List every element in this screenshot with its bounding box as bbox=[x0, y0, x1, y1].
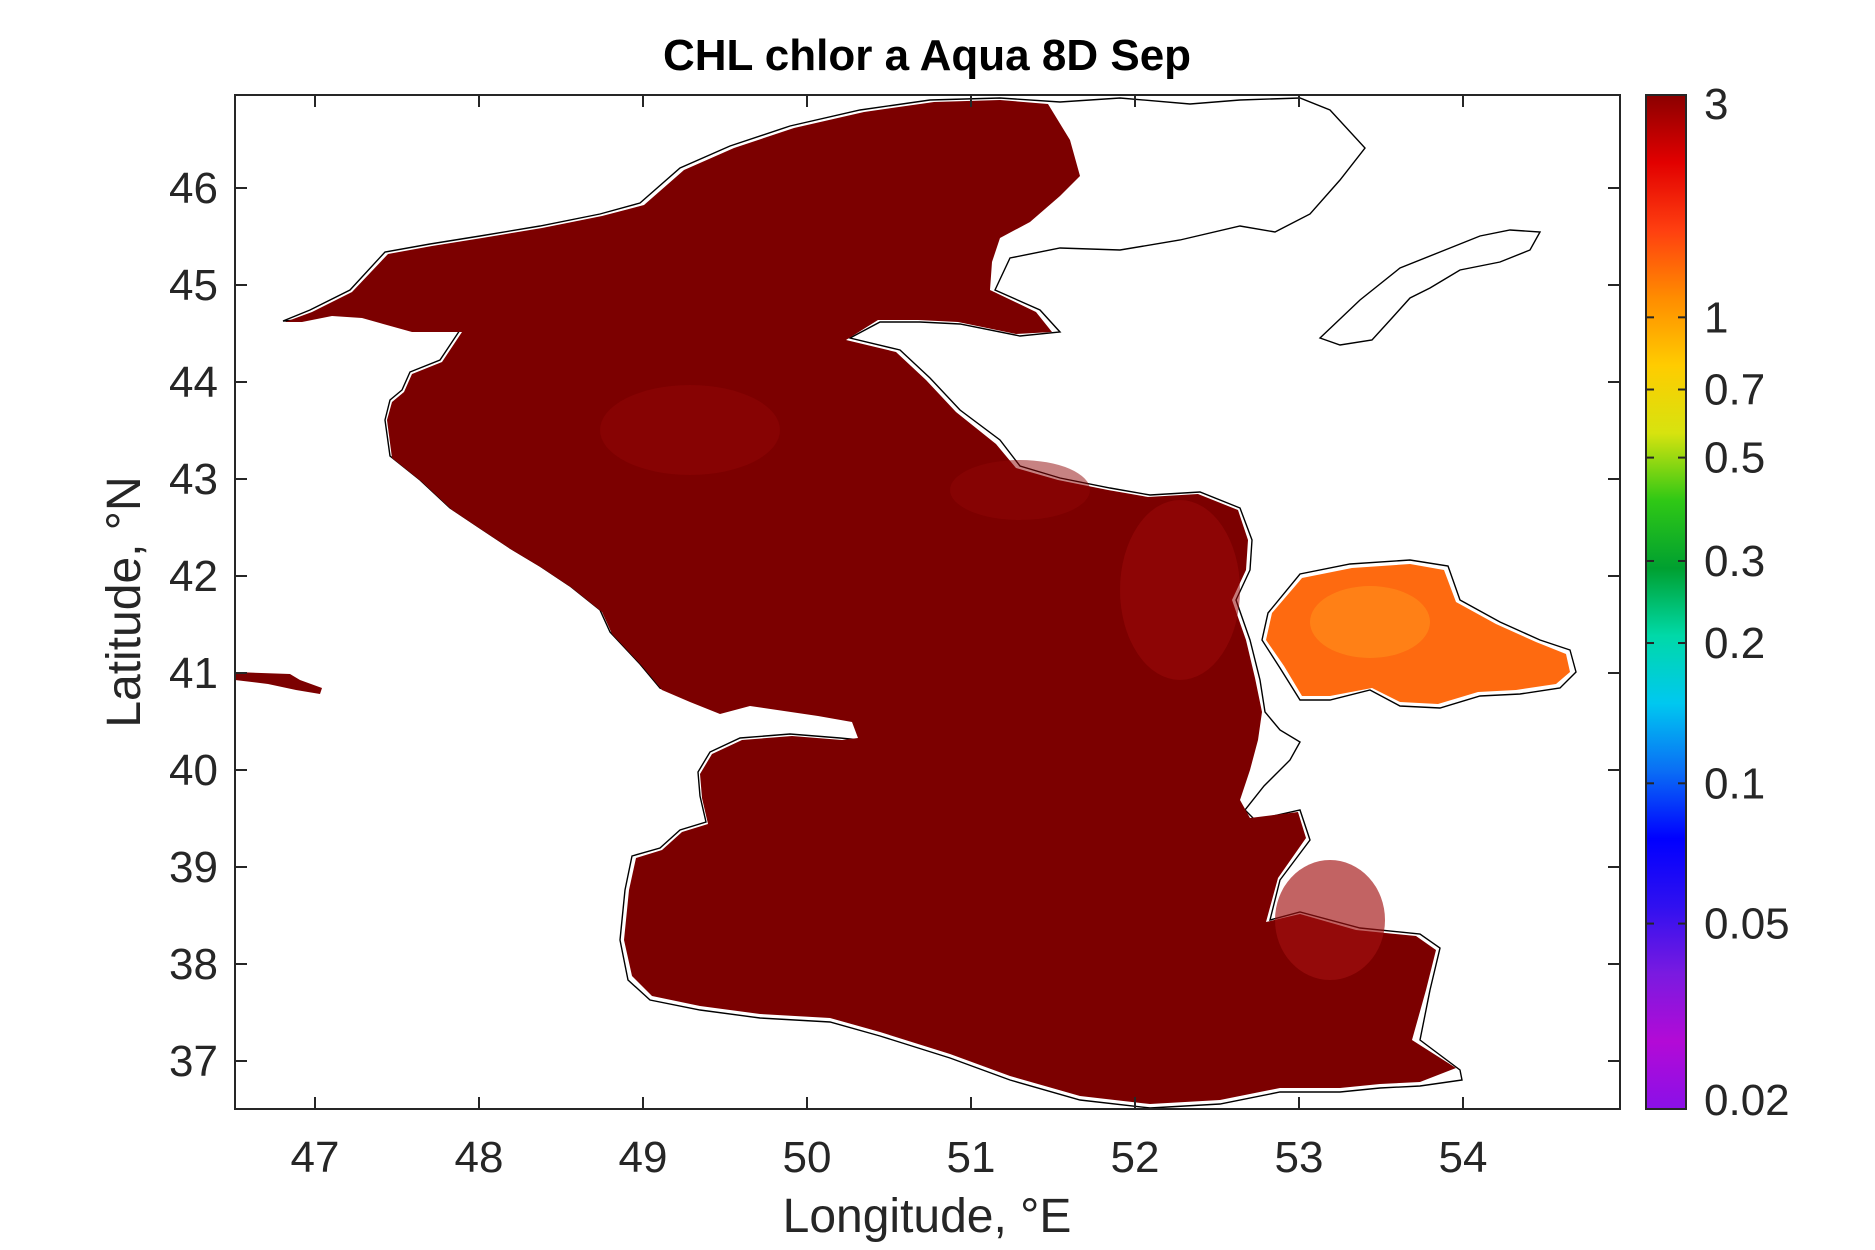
colorbar-tick-label: 1 bbox=[1704, 293, 1728, 342]
y-tick: 46 bbox=[169, 164, 1620, 213]
x-tick-label: 52 bbox=[1111, 1133, 1160, 1182]
y-tick: 37 bbox=[169, 1037, 1620, 1086]
y-tick-label: 42 bbox=[169, 552, 218, 601]
sea-chlorophyll-fill bbox=[285, 100, 1456, 1104]
x-tick-label: 47 bbox=[291, 1133, 340, 1182]
y-tick: 45 bbox=[169, 261, 1620, 310]
colorbar-tick-label: 3 bbox=[1704, 80, 1728, 129]
x-tick-label: 49 bbox=[619, 1133, 668, 1182]
y-tick-label: 39 bbox=[169, 843, 218, 892]
coastline bbox=[282, 97, 1463, 1109]
x-tick-label: 54 bbox=[1439, 1133, 1488, 1182]
plot-axes-box bbox=[234, 94, 1621, 1110]
west-coast-fragment bbox=[235, 672, 322, 694]
colorbar-tick-label: 0.5 bbox=[1704, 434, 1765, 483]
colorbar-frame bbox=[1645, 94, 1687, 1110]
x-tick: 52 bbox=[1111, 95, 1160, 1182]
y-tick-label: 46 bbox=[169, 164, 218, 213]
y-tick: 41 bbox=[169, 649, 1620, 698]
kara-bogaz-gol-center bbox=[1310, 586, 1430, 658]
y-tick: 38 bbox=[169, 940, 1620, 989]
y-tick-label: 41 bbox=[169, 649, 218, 698]
colorbar-tick-label: 0.7 bbox=[1704, 366, 1765, 415]
x-tick-label: 51 bbox=[947, 1133, 996, 1182]
y-axis: 37 38 39 40 41 42 43 44 45 46 bbox=[169, 164, 1620, 1086]
x-tick: 54 bbox=[1439, 95, 1488, 1182]
colorbar-tick-label: 0.2 bbox=[1704, 619, 1765, 668]
y-tick-label: 44 bbox=[169, 358, 218, 407]
x-tick: 48 bbox=[455, 95, 504, 1182]
x-axis: 47 48 49 50 51 52 53 54 bbox=[291, 95, 1488, 1182]
sea-patch-north bbox=[600, 385, 780, 475]
y-axis-label: Latitude, °N bbox=[98, 476, 151, 727]
x-tick: 49 bbox=[619, 95, 668, 1182]
coastline-kara-bogaz bbox=[1261, 559, 1577, 709]
x-tick: 51 bbox=[947, 95, 996, 1182]
y-tick-label: 43 bbox=[169, 455, 218, 504]
figure-title: CHL chlor a Aqua 8D Sep bbox=[663, 31, 1191, 80]
colorbar-tick-label: 0.3 bbox=[1704, 537, 1765, 586]
y-tick-label: 37 bbox=[169, 1037, 218, 1086]
colorbar-tick-label: 0.05 bbox=[1704, 900, 1790, 949]
x-tick-label: 53 bbox=[1275, 1133, 1324, 1182]
x-tick: 50 bbox=[783, 95, 832, 1182]
y-tick-label: 40 bbox=[169, 746, 218, 795]
y-tick-label: 45 bbox=[169, 261, 218, 310]
map-area bbox=[235, 97, 1577, 1109]
colorbar-ticks: 3 1 0.7 0.5 0.3 0.2 0.1 0.05 0.02 bbox=[1646, 80, 1790, 1125]
x-tick: 47 bbox=[291, 95, 340, 1182]
colorbar-gradient bbox=[1646, 95, 1686, 1109]
y-tick: 40 bbox=[169, 746, 1620, 795]
sea-patch-southeast bbox=[1275, 860, 1385, 980]
colorbar-tick-label: 0.1 bbox=[1704, 759, 1765, 808]
x-tick: 53 bbox=[1275, 95, 1324, 1182]
sea-patch-central bbox=[950, 460, 1090, 520]
y-tick: 42 bbox=[169, 552, 1620, 601]
x-axis-label: Longitude, °E bbox=[783, 1190, 1072, 1243]
y-tick-label: 38 bbox=[169, 940, 218, 989]
y-tick: 44 bbox=[169, 358, 1620, 407]
x-tick-label: 50 bbox=[783, 1133, 832, 1182]
colorbar-tick-label: 0.02 bbox=[1704, 1076, 1790, 1125]
coastline-north-bay bbox=[1318, 229, 1542, 346]
sea-patch-east bbox=[1120, 500, 1240, 680]
y-tick: 43 bbox=[169, 455, 1620, 504]
colorbar: 3 1 0.7 0.5 0.3 0.2 0.1 0.05 0.02 bbox=[1645, 80, 1790, 1125]
y-tick: 39 bbox=[169, 843, 1620, 892]
x-tick-label: 48 bbox=[455, 1133, 504, 1182]
